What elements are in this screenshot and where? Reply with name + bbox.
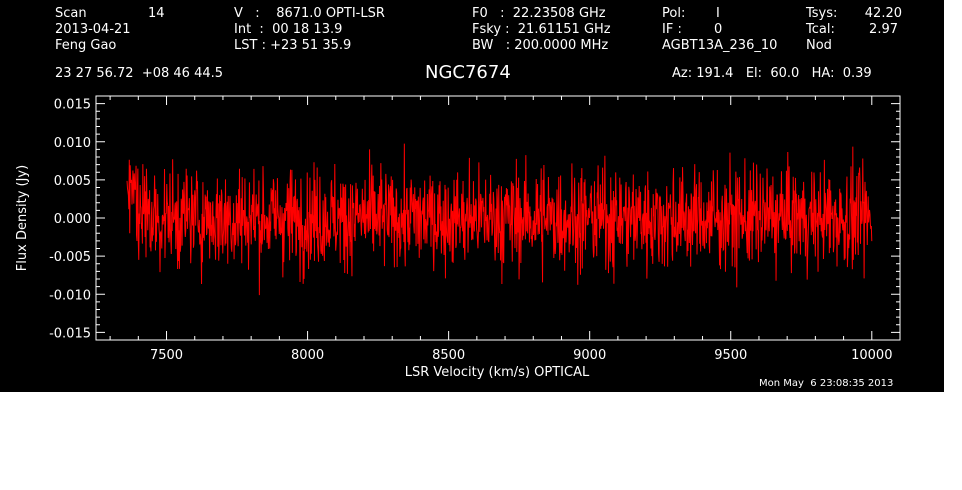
x-tick-label: 10000: [851, 348, 892, 363]
date-text: 2013-04-21: [55, 22, 131, 37]
observer-text: Feng Gao: [55, 38, 117, 53]
source-title: NGC7674: [425, 62, 511, 83]
lst-text: LST : +23 51 35.9: [234, 38, 352, 53]
y-axis-label: Flux Density (Jy): [15, 165, 30, 271]
y-tick-label: 0.015: [54, 98, 91, 113]
y-tick-label: -0.010: [49, 288, 91, 303]
sky-frequency-text: Fsky : 21.61151 GHz: [472, 22, 611, 37]
az-el-ha-text: Az: 191.4 El: 60.0 HA: 0.39: [672, 66, 872, 81]
pol-value: I: [716, 6, 720, 21]
tcal-value: 2.97: [869, 22, 898, 37]
x-tick-label: 9000: [573, 348, 606, 363]
tsys-value: 42.20: [864, 6, 902, 21]
spectrum-trace: [126, 143, 873, 296]
tsys-label: Tsys:: [806, 6, 838, 21]
integration-text: Int : 00 18 13.9: [234, 22, 343, 37]
x-axis-label: LSR Velocity (km/s) OPTICAL: [405, 365, 590, 380]
project-text: AGBT13A_236_10: [662, 38, 778, 53]
x-tick-label: 8000: [291, 348, 324, 363]
ra-dec-text: 23 27 56.72 +08 46 44.5: [55, 66, 224, 81]
tcal-label: Tcal:: [806, 22, 835, 37]
pol-label: Pol:: [662, 6, 686, 21]
spectrum-chart: 7500 8000 8500 9000 9500 10000 -0.015 -0.010 -0.…: [15, 95, 901, 380]
plot-panel: Scan 14 2013-04-21 Feng Gao 23 27 56.72 …: [0, 0, 944, 392]
x-tick-label: 9500: [714, 348, 747, 363]
y-tick-label: -0.005: [49, 250, 91, 265]
procedure-text: Nod: [806, 38, 832, 53]
spectrum-trace-group: [126, 143, 873, 296]
bandwidth-text: BW : 200.0000 MHz: [472, 38, 609, 53]
y-tick-label: -0.015: [49, 326, 91, 341]
scan-value: 14: [148, 6, 165, 21]
if-value: 0: [714, 22, 723, 37]
y-tick-label: 0.000: [54, 212, 91, 227]
rest-frequency-text: F0 : 22.23508 GHz: [472, 6, 606, 21]
x-tick-label: 7500: [150, 348, 183, 363]
y-tick-label: 0.010: [54, 136, 91, 151]
velocity-text: V : 8671.0 OPTI-LSR: [234, 6, 385, 21]
x-tick-label: 8500: [432, 348, 465, 363]
if-label: IF :: [662, 22, 682, 37]
axes-group: 7500 8000 8500 9000 9500 10000 -0.015 -0.010 -0.…: [49, 95, 901, 363]
y-tick-label: 0.005: [54, 174, 91, 189]
scan-label: Scan: [55, 6, 87, 21]
timestamp-text: Mon May 6 23:08:35 2013: [759, 378, 894, 389]
